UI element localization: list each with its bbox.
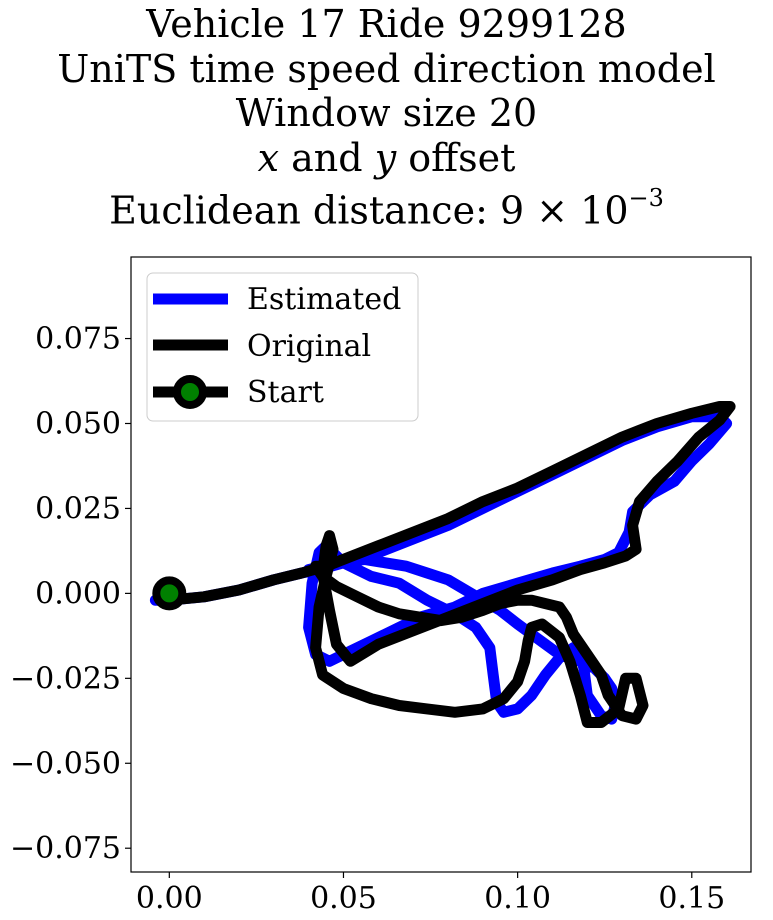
y-tick-label: 0.050 xyxy=(35,406,121,441)
series-original-line xyxy=(163,401,736,728)
legend-label-start: Start xyxy=(247,375,324,410)
title-offset: offset xyxy=(396,135,516,180)
title-distance-prefix: Euclidean distance: 9 xyxy=(109,188,525,233)
series-estimated-line xyxy=(149,411,733,725)
title-line-3: Window size 20 xyxy=(235,91,538,135)
legend-start-marker xyxy=(173,375,207,409)
title-x-var: x xyxy=(257,135,280,180)
x-tick-label: 0.00 xyxy=(136,881,203,916)
y-tick-label: 0.075 xyxy=(35,322,121,357)
y-tick-label: −0.025 xyxy=(10,661,121,696)
x-tick-label: 0.15 xyxy=(658,881,725,916)
y-tick-label: 0.025 xyxy=(35,491,121,526)
x-tick-label: 0.05 xyxy=(310,881,377,916)
chart-title: Vehicle 17 Ride 9299128 UniTS time speed… xyxy=(0,2,773,233)
title-power-base: 10 xyxy=(580,188,629,233)
y-tick-label: 0.000 xyxy=(35,576,121,611)
legend-frame xyxy=(146,272,419,422)
axis-layer: 0.00 0.05 0.10 0.15 −0.075 −0.050 −0.025 0.000 0… xyxy=(10,322,725,916)
series-layer xyxy=(149,401,736,728)
legend-label-original: Original xyxy=(247,329,371,364)
title-power-exponent: −3 xyxy=(628,184,664,212)
title-line-4: x and y offset xyxy=(0,136,773,181)
y-tick-label: −0.050 xyxy=(10,746,121,781)
title-line-1: Vehicle 17 Ride 9299128 xyxy=(146,2,627,46)
y-tick-label: −0.075 xyxy=(10,831,121,866)
title-times-sign: × xyxy=(524,188,581,233)
legend-label-estimated: Estimated xyxy=(247,282,401,317)
title-and: and xyxy=(279,135,375,180)
start-marker xyxy=(152,576,187,611)
x-tick-label: 0.10 xyxy=(484,881,551,916)
title-line-5: Euclidean distance: 9 × 10−3 xyxy=(0,180,773,233)
title-y-var: y xyxy=(374,135,397,180)
axes-frame xyxy=(130,256,752,873)
title-line-2: UniTS time speed direction model xyxy=(57,46,716,91)
legend: Estimated Original Start xyxy=(146,272,419,422)
